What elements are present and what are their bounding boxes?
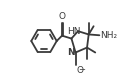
- Text: O: O: [76, 66, 83, 75]
- Text: HN: HN: [67, 27, 80, 36]
- Text: O: O: [59, 12, 66, 21]
- Text: −: −: [78, 65, 85, 74]
- Text: N: N: [67, 48, 74, 57]
- Text: NH₂: NH₂: [100, 31, 117, 40]
